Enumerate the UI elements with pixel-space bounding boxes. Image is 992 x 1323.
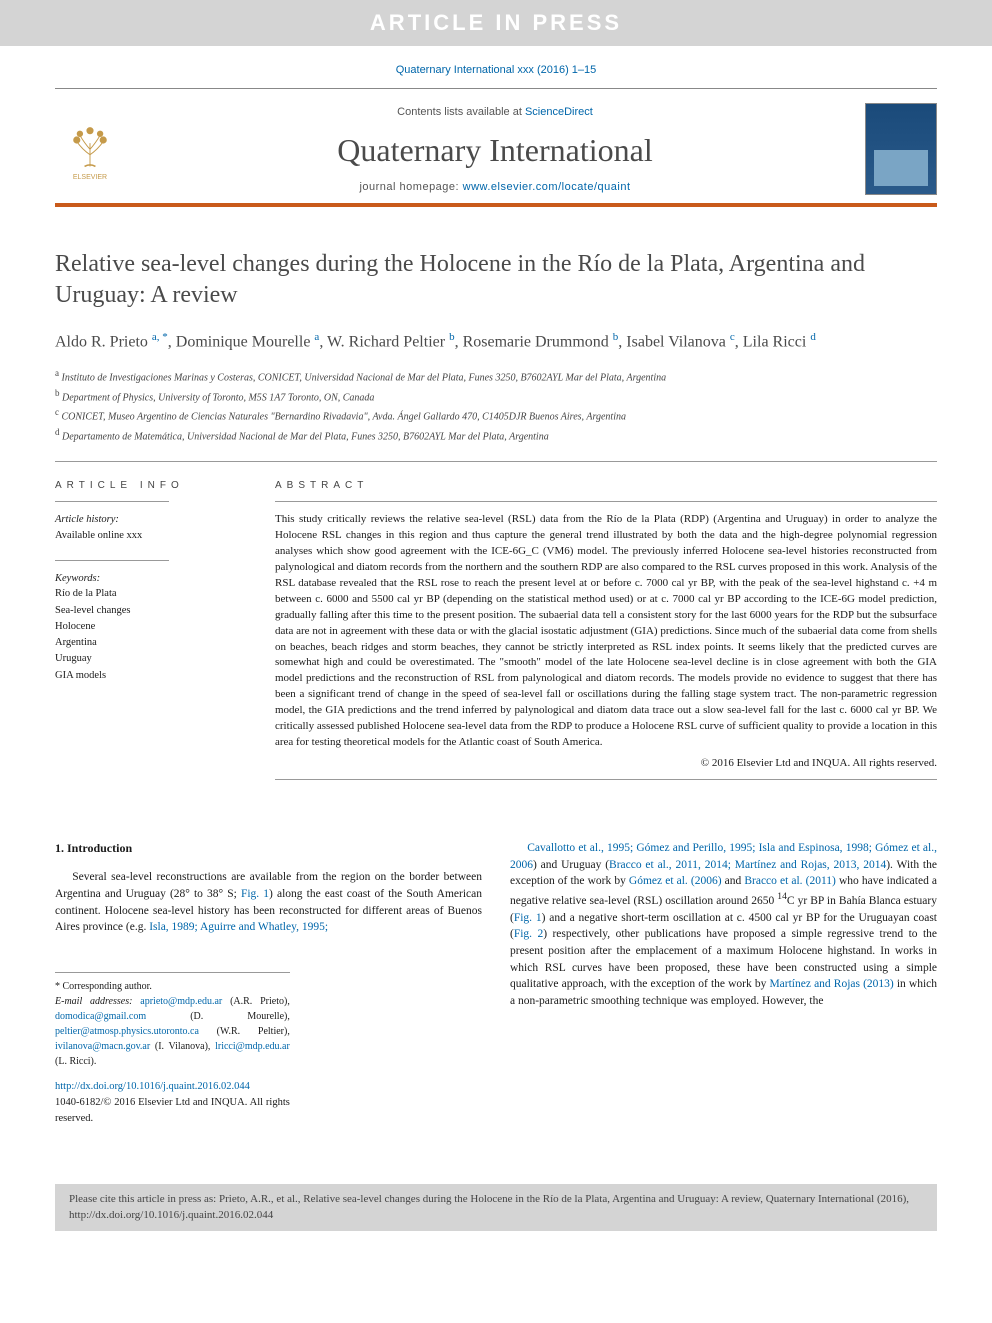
masthead: ELSEVIER Contents lists available at Sci… <box>55 88 937 207</box>
footnotes: * Corresponding author. E-mail addresses… <box>55 972 290 1126</box>
journal-reference: Quaternary International xxx (2016) 1–15 <box>55 64 937 76</box>
issn-line: 1040-6182/© 2016 Elsevier Ltd and INQUA.… <box>55 1097 290 1124</box>
article-title: Relative sea-level changes during the Ho… <box>55 249 937 311</box>
article-info-column: ARTICLE INFO Article history: Available … <box>55 480 245 780</box>
email-link[interactable]: lricci@mdp.edu.ar <box>215 1041 290 1052</box>
email-link[interactable]: aprieto@mdp.edu.ar <box>140 996 222 1007</box>
body-columns: 1. Introduction Several sea-level recons… <box>55 840 937 1126</box>
homepage-prefix: journal homepage: <box>359 181 462 193</box>
keyword: Argentina <box>55 635 245 651</box>
citation-box: Please cite this article in press as: Pr… <box>55 1184 937 1231</box>
journal-title: Quaternary International <box>145 132 845 169</box>
keyword: Uruguay <box>55 651 245 667</box>
affiliation-list: a Instituto de Investigaciones Marinas y… <box>55 367 937 445</box>
contents-prefix: Contents lists available at <box>397 106 525 118</box>
corresponding-author: * Corresponding author. <box>55 979 290 994</box>
email-link[interactable]: ivilanova@macn.gov.ar <box>55 1041 150 1052</box>
abstract-text: This study critically reviews the relati… <box>275 512 937 751</box>
elsevier-logo: ELSEVIER <box>55 112 125 187</box>
author-list: Aldo R. Prieto a, *, Dominique Mourelle … <box>55 329 937 354</box>
email-link[interactable]: peltier@atmosp.physics.utoronto.ca <box>55 1026 199 1037</box>
intro-paragraph-1: Several sea-level reconstructions are av… <box>55 869 482 936</box>
section-heading: 1. Introduction <box>55 840 482 857</box>
doi-link[interactable]: http://dx.doi.org/10.1016/j.quaint.2016.… <box>55 1081 250 1092</box>
abstract-header: ABSTRACT <box>275 480 937 491</box>
keywords-list: Río de la PlataSea-level changesHolocene… <box>55 586 245 684</box>
history-value: Available online xxx <box>55 528 245 544</box>
intro-paragraph-2: Cavallotto et al., 1995; Gómez and Peril… <box>510 840 937 1010</box>
journal-cover-thumbnail <box>865 103 937 195</box>
keyword: Holocene <box>55 619 245 635</box>
homepage-link[interactable]: www.elsevier.com/locate/quaint <box>463 181 631 193</box>
keyword: GIA models <box>55 668 245 684</box>
history-label: Article history: <box>55 512 245 528</box>
email-addresses: E-mail addresses: aprieto@mdp.edu.ar (A.… <box>55 994 290 1069</box>
keyword: Río de la Plata <box>55 586 245 602</box>
keywords-label: Keywords: <box>55 571 245 587</box>
abstract-column: ABSTRACT This study critically reviews t… <box>275 480 937 780</box>
abstract-copyright: © 2016 Elsevier Ltd and INQUA. All right… <box>275 757 937 769</box>
article-info-header: ARTICLE INFO <box>55 480 245 491</box>
email-link[interactable]: domodica@gmail.com <box>55 1011 146 1022</box>
elsevier-wordmark: ELSEVIER <box>73 173 107 180</box>
sciencedirect-link[interactable]: ScienceDirect <box>525 106 593 118</box>
article-in-press-banner: ARTICLE IN PRESS <box>0 0 992 46</box>
keyword: Sea-level changes <box>55 603 245 619</box>
masthead-center: Contents lists available at ScienceDirec… <box>145 106 845 193</box>
